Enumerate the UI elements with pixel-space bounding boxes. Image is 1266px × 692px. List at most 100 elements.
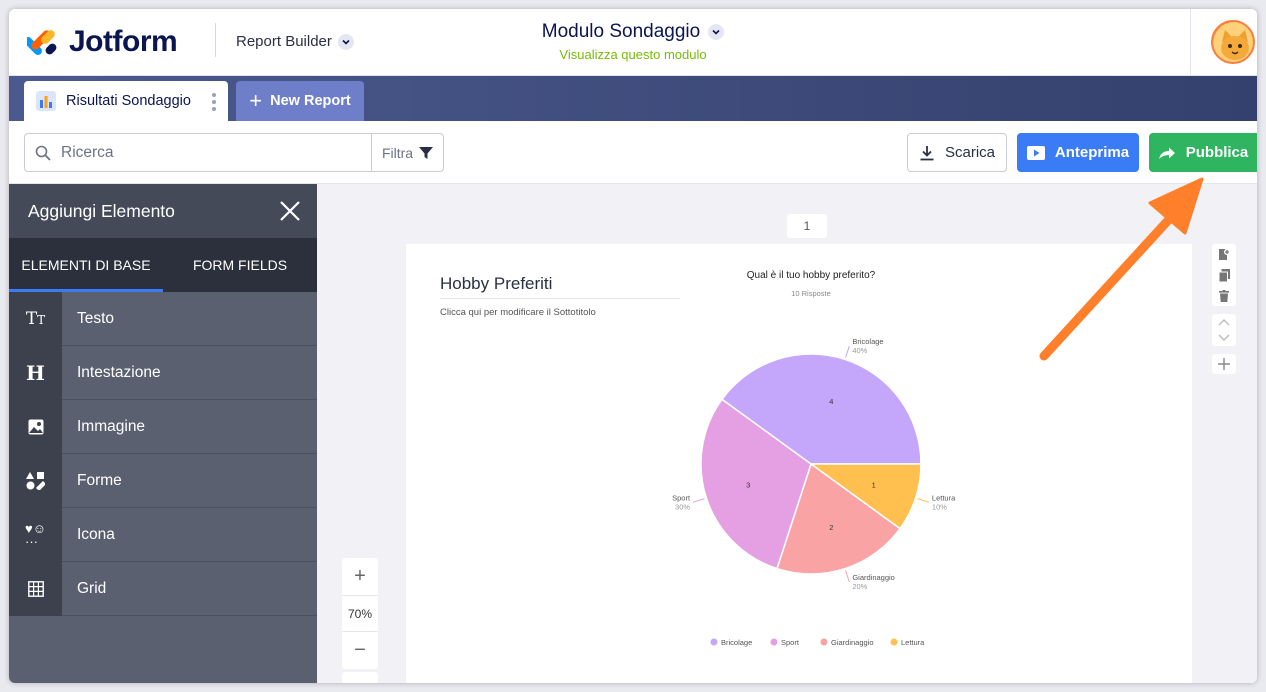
preview-button[interactable]: Anteprima: [1017, 133, 1139, 172]
header-divider: [215, 23, 216, 57]
filter-icon: [419, 146, 434, 159]
page-move-group: [1212, 314, 1236, 346]
app-window: Jotform Report Builder Modulo Sondaggio …: [9, 9, 1257, 683]
new-report-button[interactable]: + New Report: [236, 81, 364, 121]
avatar-divider: [1190, 9, 1191, 76]
chart-subtitle: 10 Risposte: [791, 289, 831, 298]
sidebar-item-label: Immagine: [77, 417, 146, 435]
fit-to-screen-button[interactable]: [342, 672, 378, 683]
slice-category-label: Lettura: [932, 493, 956, 502]
slice-category-label: Bricolage: [852, 337, 883, 346]
jotform-logo-icon: [27, 30, 57, 55]
legend-entry[interactable]: Sport: [781, 638, 800, 647]
chevron-down-icon: [708, 24, 725, 40]
trash-icon[interactable]: [1219, 290, 1229, 302]
plus-icon: +: [249, 88, 263, 113]
pie-slice-giardinaggio[interactable]: [776, 462, 902, 575]
jotform-logo[interactable]: Jotform: [27, 25, 178, 59]
form-title-dropdown[interactable]: Modulo Sondaggio: [541, 21, 725, 43]
report-title[interactable]: Hobby Preferiti: [440, 274, 553, 293]
sidebar-item-label: Icona: [77, 525, 115, 543]
chevron-down-icon[interactable]: [1218, 334, 1230, 342]
slice-value-label: 3: [746, 480, 750, 489]
search-input[interactable]: [61, 143, 361, 162]
close-icon[interactable]: [279, 200, 301, 222]
sidebar-item-immagine[interactable]: Immagine: [9, 399, 317, 454]
legend-entry[interactable]: Giardinaggio: [831, 638, 874, 647]
chevron-up-icon[interactable]: [1218, 318, 1230, 326]
slice-category-label: Giardinaggio: [852, 573, 895, 582]
heart-smile-icon: ♥☺ ···: [9, 507, 62, 562]
leader-line: [917, 498, 930, 503]
report-tabs-bar: Risultati Sondaggio + New Report: [9, 76, 1257, 121]
user-avatar[interactable]: [1211, 20, 1255, 64]
leader-line: [845, 345, 850, 358]
play-icon: [1026, 145, 1045, 160]
report-subtitle[interactable]: Clicca qui per modificare il Sottotitolo: [440, 307, 596, 318]
pie-slice-bricolage[interactable]: [720, 353, 922, 465]
chart-legend: Bricolage Sport Giardinaggio Lettura: [710, 638, 925, 647]
top-header: Jotform Report Builder Modulo Sondaggio …: [9, 9, 1257, 76]
sidebar-item-icona[interactable]: ♥☺ ··· Icona: [9, 507, 317, 562]
slice-percent-label: 30%: [675, 502, 690, 511]
leader-line: [845, 570, 850, 583]
panel-tabs: ELEMENTI DI BASE FORM FIELDS: [9, 238, 317, 292]
tab-options-icon[interactable]: [212, 93, 216, 111]
sidebar-item-grid[interactable]: Grid: [9, 561, 317, 616]
tab-label: Risultati Sondaggio: [66, 93, 191, 109]
report-builder-dropdown[interactable]: Report Builder: [236, 33, 354, 50]
tab-risultati-sondaggio[interactable]: Risultati Sondaggio: [24, 81, 228, 121]
legend-entry[interactable]: Lettura: [901, 638, 925, 647]
filter-button[interactable]: Filtra: [371, 134, 443, 171]
pie-slice-sport[interactable]: [700, 398, 812, 570]
tab-basic-elements[interactable]: ELEMENTI DI BASE: [9, 238, 163, 292]
add-element-panel: Aggiungi Elemento ELEMENTI DI BASE FORM …: [9, 184, 317, 683]
sidebar-item-testo[interactable]: TT Testo: [9, 291, 317, 346]
grid-icon: [9, 561, 62, 616]
legend-entry[interactable]: Bricolage: [721, 638, 752, 647]
report-page[interactable]: Hobby Preferiti Clicca qui per modificar…: [406, 244, 1192, 683]
panel-header: Aggiungi Elemento: [9, 184, 317, 238]
logo-text: Jotform: [69, 25, 178, 58]
report-builder-label: Report Builder: [236, 33, 332, 50]
new-report-label: New Report: [270, 93, 351, 109]
slice-value-label: 1: [872, 480, 876, 489]
text-icon: TT: [9, 291, 62, 346]
form-title: Modulo Sondaggio: [541, 21, 701, 42]
zoom-in-button[interactable]: +: [354, 565, 366, 587]
legend-swatch: [820, 638, 828, 646]
cat-avatar-icon: [1213, 22, 1253, 62]
pie-chart[interactable]: Qual è il tuo hobby preferito? 10 Rispos…: [406, 244, 1192, 683]
zoom-control: + 70% −: [342, 558, 378, 669]
view-form-link[interactable]: Visualizza questo modulo: [559, 47, 707, 62]
legend-swatch: [770, 638, 778, 646]
download-button[interactable]: Scarica: [907, 133, 1007, 172]
title-divider: [440, 298, 680, 299]
chart-report-icon: [36, 91, 56, 111]
sidebar-item-forme[interactable]: Forme: [9, 453, 317, 508]
sidebar-item-intestazione[interactable]: H Intestazione: [9, 345, 317, 400]
page-actions-group: [1212, 244, 1236, 306]
duplicate-icon[interactable]: [1218, 269, 1230, 282]
add-page-icon[interactable]: [1218, 248, 1230, 261]
sidebar-item-label: Testo: [77, 309, 115, 327]
zoom-out-button[interactable]: −: [354, 639, 366, 661]
shapes-icon: [9, 453, 62, 508]
page-number: 1: [787, 214, 827, 238]
sidebar-item-label: Grid: [77, 579, 107, 597]
chevron-down-icon: [337, 33, 354, 50]
leader-line: [692, 498, 705, 503]
sidebar-item-label: Intestazione: [77, 363, 161, 381]
preview-label: Anteprima: [1054, 144, 1130, 161]
slice-percent-label: 10%: [932, 502, 947, 511]
slice-percent-label: 40%: [852, 346, 867, 355]
search-icon: [25, 145, 61, 161]
publish-button[interactable]: Pubblica: [1149, 133, 1257, 172]
publish-label: Pubblica: [1185, 144, 1249, 161]
tab-form-fields[interactable]: FORM FIELDS: [192, 257, 288, 273]
chart-title: Qual è il tuo hobby preferito?: [747, 270, 876, 281]
plus-icon[interactable]: [1218, 358, 1230, 370]
filter-label: Filtra: [381, 144, 414, 161]
page-tools: [1212, 244, 1236, 382]
